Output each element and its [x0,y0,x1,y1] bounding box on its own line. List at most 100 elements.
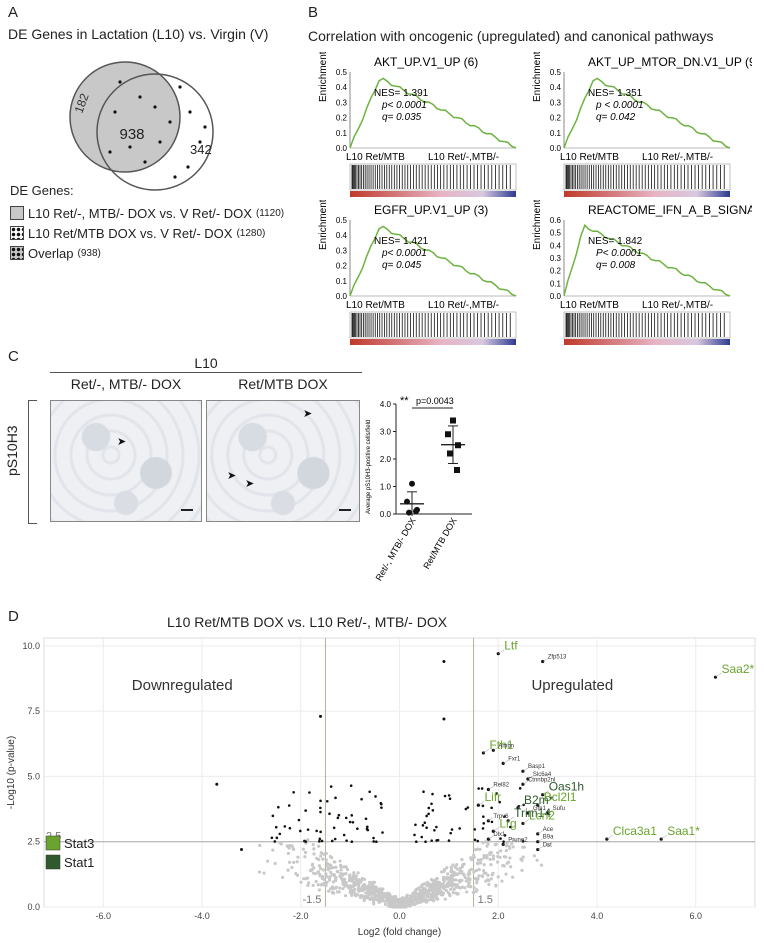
background-point [434,889,438,893]
significant-point [315,829,318,833]
background-point [443,897,447,901]
significant-point [503,815,506,818]
background-point [327,878,332,882]
gsea-tick-label: 0.0 [550,144,562,153]
background-point [448,894,452,898]
background-point [500,879,504,883]
x-tick-label: -4.0 [194,911,210,921]
background-point [502,864,506,868]
background-point [433,878,437,882]
label-leader [715,672,722,678]
background-point [453,865,457,869]
background-point [476,877,480,881]
gsea-tick-label: 0.4 [336,231,348,240]
gene-label: Trpv6 [493,814,509,820]
significant-point [509,825,512,829]
background-point [434,896,439,901]
background-point [317,888,322,892]
background-point [299,880,303,884]
label-leader [537,838,543,842]
gsea-tick-label: 0.2 [336,262,348,271]
background-point [325,880,329,884]
p-value: p< 0.0001 [381,100,427,111]
significant-point [319,830,322,834]
background-point [330,890,334,895]
background-point [388,903,392,907]
background-point [314,879,318,884]
legend-label: L10 Ret/-, MTB/- DOX vs. V Ret/- DOX [28,205,252,221]
legend-item: Overlap (938) [10,243,284,263]
arrowhead-icon: ➤ [117,436,127,448]
significant-point [433,828,436,832]
background-point [440,870,444,874]
background-point [478,861,483,865]
background-point [423,890,427,895]
background-point [338,886,342,890]
gsea-ylabel: Enrichment score [532,52,543,102]
background-point [301,847,306,851]
background-point [320,876,324,880]
background-point [326,867,330,871]
background-point [476,847,480,851]
background-point [460,865,464,869]
significant-point [270,836,274,840]
gsea-tick-label: 0.0 [336,144,348,153]
background-point [462,862,466,866]
label-leader [503,841,509,845]
label-leader [522,781,529,785]
gene-label: Basp1 [528,764,546,770]
p-value-label: p=0.0043 [416,396,454,406]
background-point [302,877,306,881]
background-point [410,902,415,906]
significant-point [490,820,494,824]
significant-point [473,838,477,842]
significant-point [447,794,451,797]
background-point [363,894,367,899]
background-point [510,842,514,846]
data-point [404,498,410,505]
label-leader [488,817,494,822]
label-leader [542,790,549,795]
background-point [455,862,459,867]
significant-point [319,714,322,718]
label-leader [527,775,534,780]
background-point [292,860,296,865]
significant-point [477,787,480,790]
background-point [512,839,517,843]
significant-point [427,812,430,816]
significant-point [304,809,307,812]
significant-point [332,826,336,830]
background-point [454,878,458,882]
significant-point [351,820,355,824]
background-point [310,862,315,866]
background-point [329,870,333,874]
background-point [320,882,324,886]
dot-plot-tick-label: 2.0 [380,455,392,464]
significant-point [366,825,369,829]
background-point [468,878,472,882]
gene-label: Zfp513 [548,655,567,661]
significant-point [334,796,337,800]
significant-point [330,839,334,843]
legend-swatch [45,854,61,870]
background-point [324,851,328,856]
background-point [490,873,494,877]
background-point [472,886,476,890]
gsea-title: EGFR_UP.V1_UP (3) [374,203,488,217]
background-point [504,844,509,848]
scale-bar [339,509,351,511]
background-point [436,891,440,896]
gsea-tick-label: 0.4 [336,83,348,92]
background-point [321,857,325,861]
y-tick-label: 0.0 [27,902,40,912]
background-point [318,874,322,878]
background-point [343,894,348,898]
background-point [455,883,459,887]
data-point [455,442,461,449]
significant-point [283,825,287,828]
background-point [482,868,486,873]
background-point [486,878,490,882]
background-point [425,883,429,888]
background-point [484,840,488,844]
significant-point [328,812,331,816]
